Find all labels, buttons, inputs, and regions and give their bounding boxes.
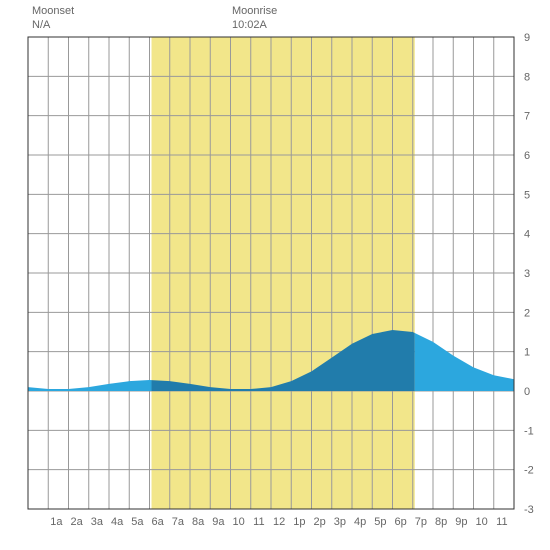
x-tick-label: 9a: [212, 516, 225, 528]
x-tick-label: 4p: [354, 516, 366, 528]
y-tick-label: 4: [524, 229, 530, 241]
x-tick-label: 8p: [435, 516, 447, 528]
x-tick-label: 6p: [395, 516, 407, 528]
x-tick-label: 1a: [50, 516, 63, 528]
y-tick-label: -3: [524, 504, 534, 516]
x-tick-label: 10: [233, 516, 245, 528]
y-tick-label: 8: [524, 71, 530, 83]
x-tick-label: 3p: [334, 516, 346, 528]
x-tick-label: 2a: [71, 516, 84, 528]
y-tick-label: 3: [524, 268, 530, 280]
x-tick-label: 11: [253, 516, 264, 528]
x-tick-label: 10: [476, 516, 488, 528]
moonset-value: N/A: [32, 19, 51, 31]
y-tick-label: 9: [524, 32, 530, 44]
x-tick-label: 4a: [111, 516, 124, 528]
x-tick-label: 11: [496, 516, 507, 528]
moonrise-value: 10:02A: [232, 19, 268, 31]
x-tick-label: 2p: [314, 516, 326, 528]
x-tick-label: 3a: [91, 516, 104, 528]
y-tick-label: 1: [524, 347, 530, 359]
x-tick-label: 1p: [293, 516, 305, 528]
y-tick-label: -1: [524, 425, 534, 437]
y-tick-label: 5: [524, 189, 530, 201]
tide-chart: -3-2-101234567891a2a3a4a5a6a7a8a9a101112…: [0, 0, 550, 550]
x-tick-label: 8a: [192, 516, 205, 528]
x-tick-label: 12: [273, 516, 285, 528]
x-tick-label: 7p: [415, 516, 427, 528]
y-tick-label: 6: [524, 150, 530, 162]
x-tick-label: 9p: [455, 516, 467, 528]
x-tick-label: 5p: [374, 516, 386, 528]
y-tick-label: 7: [524, 111, 530, 123]
moonrise-label: Moonrise: [232, 5, 277, 17]
x-tick-label: 7a: [172, 516, 185, 528]
moonset-label: Moonset: [32, 5, 74, 17]
y-tick-label: 0: [524, 386, 530, 398]
x-tick-label: 6a: [152, 516, 165, 528]
x-tick-label: 5a: [131, 516, 144, 528]
y-tick-label: -2: [524, 465, 534, 477]
y-tick-label: 2: [524, 307, 530, 319]
